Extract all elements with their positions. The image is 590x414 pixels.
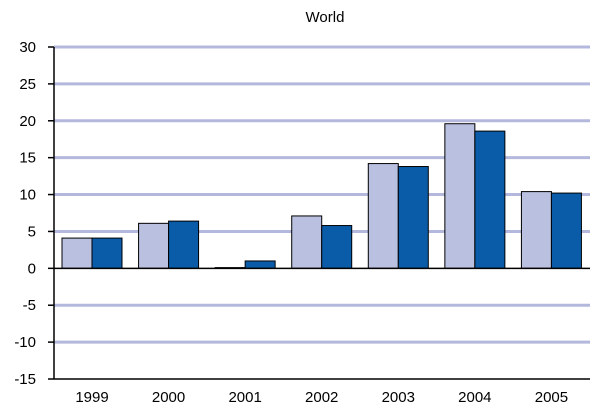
y-tick-label: 0 [28, 260, 36, 277]
bar-series-2-2005 [550, 192, 582, 269]
x-category-label: 2003 [382, 389, 415, 406]
axes [53, 47, 590, 380]
y-tick-label: 15 [19, 150, 36, 167]
y-tick-label: -5 [23, 297, 36, 314]
bar-series-1-2002 [291, 215, 323, 269]
y-tick-label: -15 [14, 371, 36, 388]
gridlines [54, 45, 590, 344]
bar-series-1-2005 [520, 191, 552, 269]
y-tick-label: 20 [19, 113, 36, 130]
x-category-label: 2004 [458, 389, 491, 406]
x-category-label: 2001 [228, 389, 261, 406]
bar-series-2-2003 [397, 166, 429, 269]
y-tick-label: 10 [19, 187, 36, 204]
bar-series-2-2001 [244, 260, 276, 269]
y-tick-label: 30 [19, 39, 36, 56]
x-axis-labels: 1999 2000 2001 2002 2003 2004 2005 [75, 389, 568, 406]
y-tick-label: 25 [19, 76, 36, 93]
bar-series-2-1999 [91, 237, 123, 269]
x-category-label: 2005 [535, 389, 568, 406]
y-tick-label: 5 [28, 223, 36, 240]
y-tick-label: -10 [14, 334, 36, 351]
bar-series-1-2003 [367, 163, 399, 269]
bar-series-1-1999 [61, 237, 93, 269]
chart-title: World [306, 9, 345, 26]
bar-series-1-2000 [138, 222, 170, 269]
x-category-label: 1999 [75, 389, 108, 406]
bar-series-2-2004 [474, 130, 506, 269]
bars [61, 123, 582, 269]
x-category-label: 2002 [305, 389, 338, 406]
x-category-label: 2000 [152, 389, 185, 406]
bar-series-1-2004 [444, 123, 476, 269]
bar-series-2-2000 [168, 220, 200, 269]
bar-series-2-2002 [321, 225, 353, 269]
y-axis-ticks: 30 25 20 15 10 5 0 -5 -10 -15 [14, 39, 54, 388]
